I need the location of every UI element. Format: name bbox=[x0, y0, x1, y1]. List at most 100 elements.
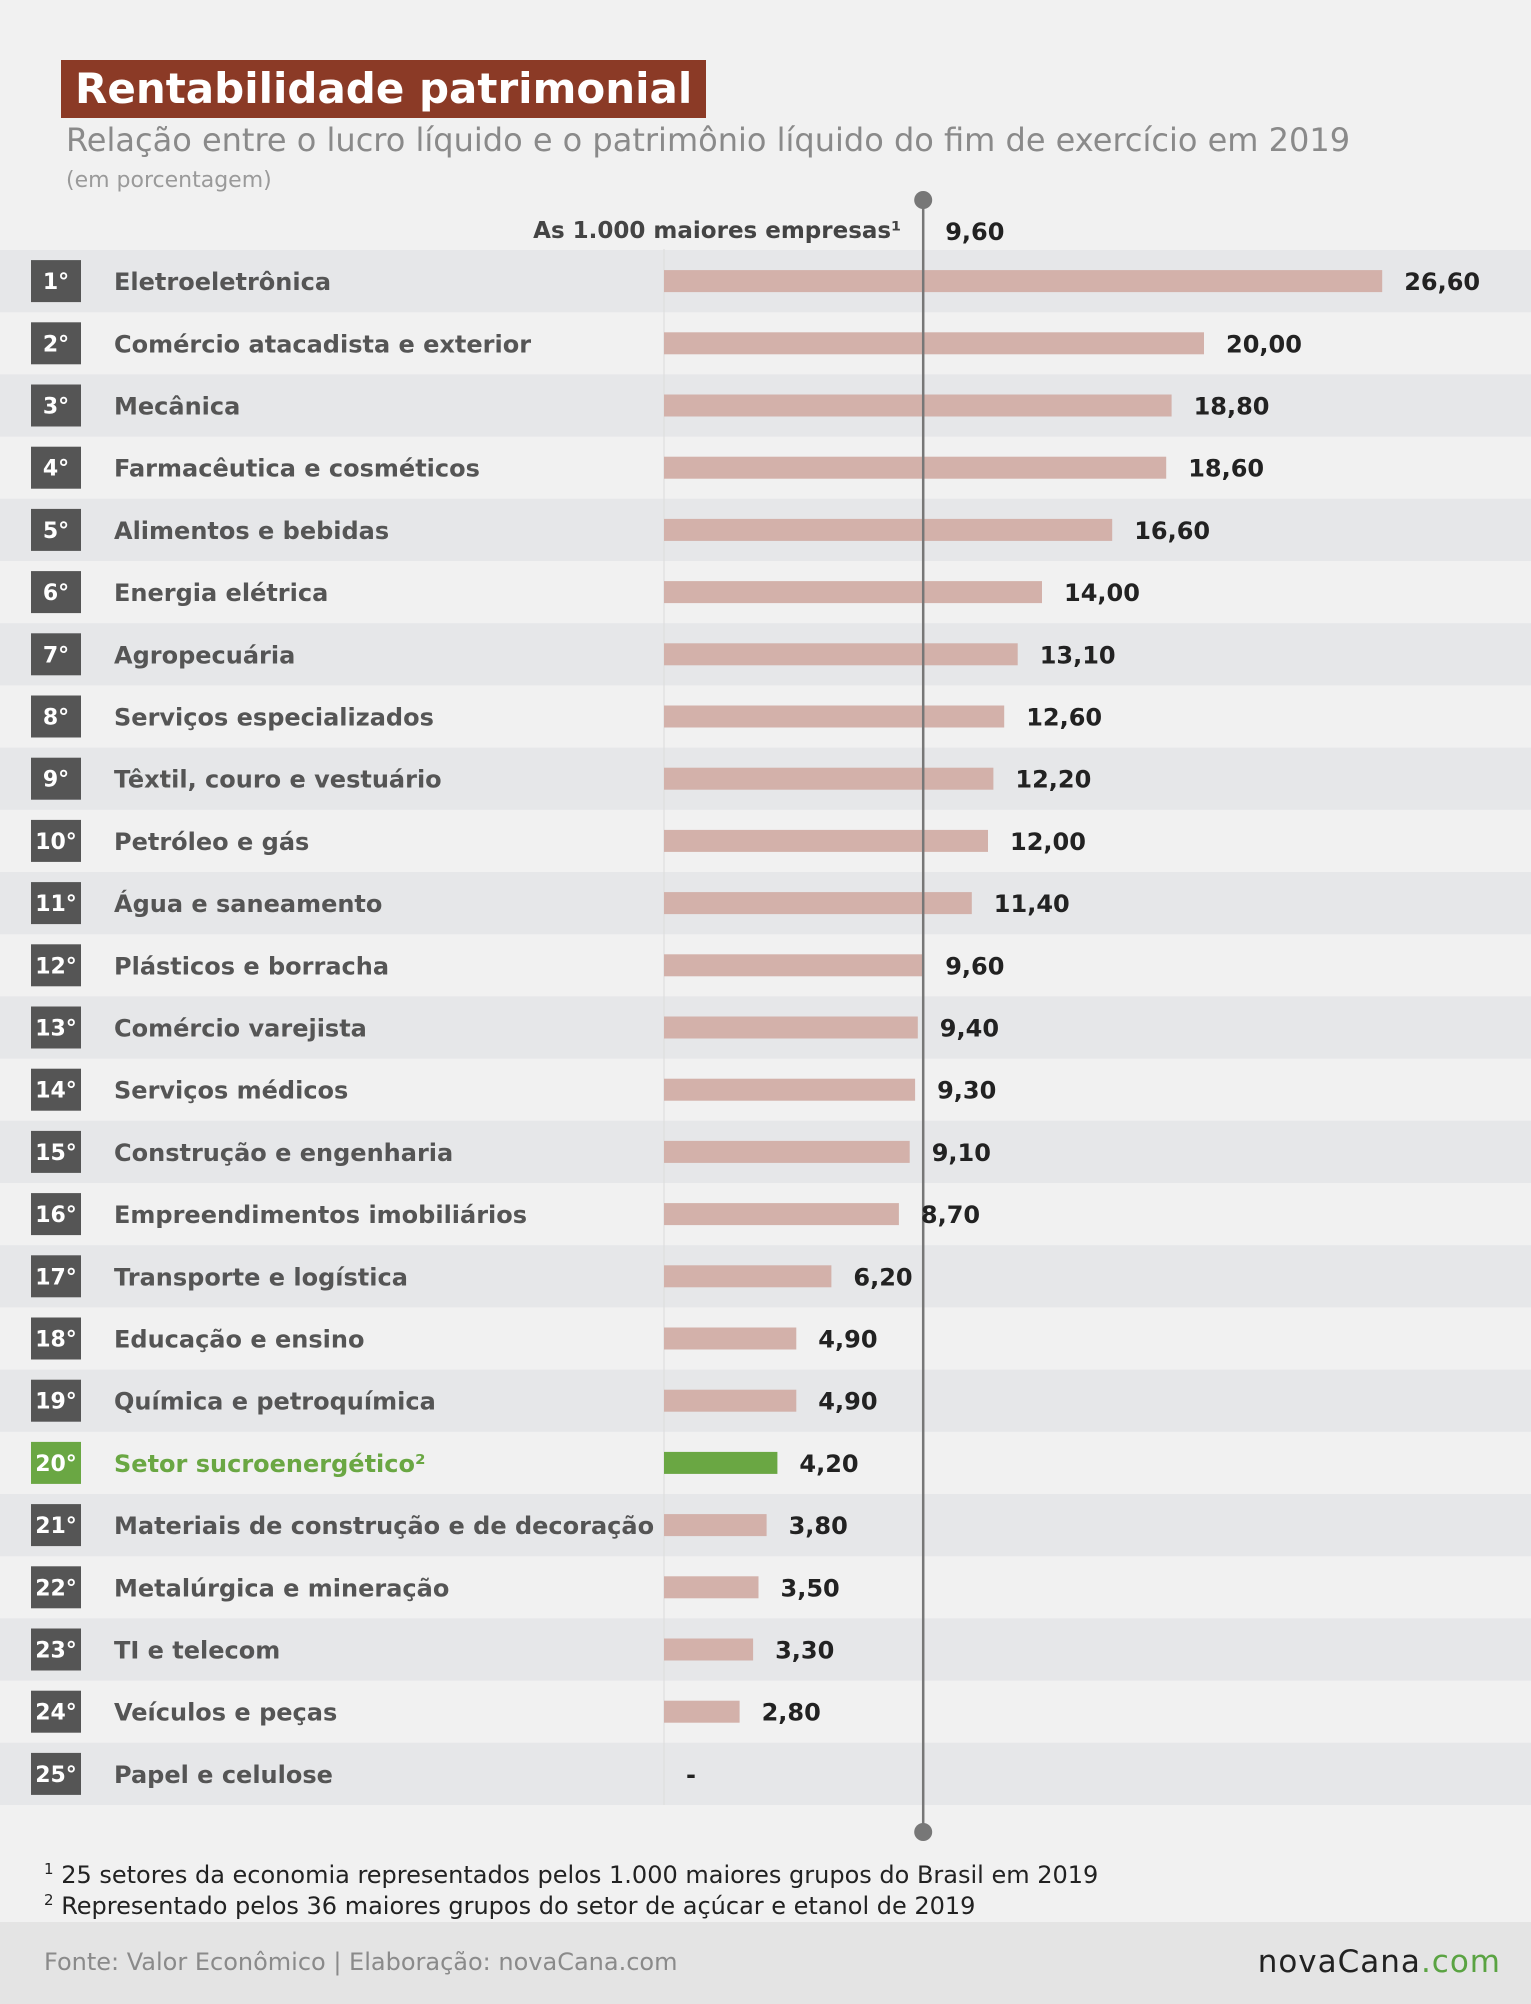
category-label: Eletroeletrônica bbox=[114, 268, 331, 296]
value-label: 3,30 bbox=[775, 1637, 834, 1665]
rank-label: 13° bbox=[35, 1017, 77, 1042]
footnote-2-mark: 2 bbox=[44, 1891, 54, 1909]
labels: 1° Eletroeletrônica 26,60 2° Comércio atacad… bbox=[31, 260, 1480, 1795]
category-label: Têxtil, couro e vestuário bbox=[114, 766, 442, 794]
rank-label: 1° bbox=[43, 270, 69, 295]
value-label: 8,70 bbox=[921, 1201, 980, 1229]
rank-badge bbox=[31, 1006, 81, 1049]
value-label: 20,00 bbox=[1226, 330, 1302, 358]
category-label: Metalúrgica e mineração bbox=[114, 1574, 449, 1602]
rank-badge bbox=[31, 322, 81, 365]
rank-badge bbox=[31, 571, 81, 614]
rank-badge bbox=[31, 1130, 81, 1173]
reference-line-bottom-dot bbox=[914, 1823, 933, 1841]
rank-badge bbox=[31, 446, 81, 489]
rank-badge bbox=[31, 1068, 81, 1111]
rank-badge bbox=[31, 944, 81, 987]
value-label: 4,20 bbox=[799, 1450, 858, 1478]
rank-label: 17° bbox=[35, 1265, 77, 1290]
rank-badge bbox=[31, 1441, 81, 1484]
bar bbox=[664, 829, 988, 852]
rank-label: 12° bbox=[35, 954, 77, 979]
category-label: Comércio atacadista e exterior bbox=[114, 330, 531, 358]
category-label: Petróleo e gás bbox=[114, 828, 309, 856]
source-credit: Fonte: Valor Econômico | Elaboração: nov… bbox=[44, 1948, 678, 1976]
chart-subtitle: Relação entre o lucro líquido e o patrim… bbox=[66, 121, 1351, 159]
value-label: 9,10 bbox=[932, 1139, 991, 1167]
bar bbox=[664, 1016, 918, 1039]
value-label: 13,10 bbox=[1040, 641, 1116, 669]
rank-badge bbox=[31, 1690, 81, 1733]
bar bbox=[664, 892, 972, 915]
value-label: 9,30 bbox=[937, 1077, 996, 1105]
value-label: 4,90 bbox=[818, 1388, 877, 1416]
rank-label: 22° bbox=[35, 1576, 77, 1601]
category-label: Veículos e peças bbox=[114, 1699, 337, 1727]
value-label: 12,00 bbox=[1010, 828, 1086, 856]
bar bbox=[664, 1203, 899, 1226]
category-label: Farmacêutica e cosméticos bbox=[114, 455, 480, 483]
footnote-1-text: 25 setores da economia representados pel… bbox=[61, 1861, 1099, 1889]
category-label: Transporte e logística bbox=[114, 1263, 408, 1291]
bar bbox=[664, 1140, 910, 1163]
footnote-2: 2 Representado pelos 36 maiores grupos d… bbox=[44, 1891, 975, 1920]
rank-label: 14° bbox=[35, 1079, 77, 1104]
rank-label: 15° bbox=[35, 1141, 77, 1166]
rank-badge bbox=[31, 508, 81, 551]
bars bbox=[664, 270, 1383, 1723]
bar bbox=[664, 1265, 832, 1288]
value-label: 14,00 bbox=[1064, 579, 1140, 607]
rank-badge bbox=[31, 819, 81, 862]
value-label: 3,80 bbox=[789, 1512, 848, 1540]
category-label: Plásticos e borracha bbox=[114, 952, 389, 980]
rank-badge bbox=[31, 1317, 81, 1360]
bar bbox=[664, 394, 1172, 417]
reference-line-top-dot bbox=[914, 191, 933, 209]
category-label: Serviços médicos bbox=[114, 1077, 348, 1105]
bar bbox=[664, 581, 1042, 604]
category-label: Materiais de construção e de decoração bbox=[114, 1512, 654, 1540]
rank-label: 16° bbox=[35, 1203, 77, 1228]
footer-band bbox=[0, 1922, 1531, 2004]
rank-label: 10° bbox=[35, 830, 77, 855]
rank-label: 24° bbox=[35, 1701, 77, 1726]
rank-badge bbox=[31, 1628, 81, 1671]
bar bbox=[664, 1078, 916, 1101]
bar bbox=[664, 270, 1383, 293]
category-label: Setor sucroenergético² bbox=[114, 1450, 426, 1478]
reference-line-label: As 1.000 maiores empresas¹ bbox=[533, 218, 901, 244]
rank-label: 2° bbox=[43, 332, 69, 357]
category-label: Empreendimentos imobiliários bbox=[114, 1201, 527, 1229]
rank-label: 23° bbox=[35, 1639, 77, 1664]
value-label: 2,80 bbox=[762, 1699, 821, 1727]
rank-label: 6° bbox=[43, 581, 69, 606]
rank-label: 21° bbox=[35, 1514, 77, 1539]
rank-label: 19° bbox=[35, 1390, 77, 1415]
rank-badge bbox=[31, 1193, 81, 1236]
bar bbox=[664, 1638, 754, 1661]
footnote-1-mark: 1 bbox=[44, 1860, 54, 1878]
bar bbox=[664, 705, 1005, 728]
unit-label: (em porcentagem) bbox=[66, 168, 272, 193]
reference-line-value: 9,60 bbox=[945, 218, 1004, 246]
rank-label: 11° bbox=[35, 892, 77, 917]
rank-label: 4° bbox=[43, 457, 69, 482]
rank-label: 5° bbox=[43, 519, 69, 544]
value-label: 18,60 bbox=[1188, 455, 1264, 483]
rank-label: 9° bbox=[43, 768, 69, 793]
value-label: 18,80 bbox=[1194, 393, 1270, 421]
category-label: TI e telecom bbox=[114, 1637, 280, 1665]
category-label: Alimentos e bebidas bbox=[114, 517, 389, 545]
rank-label: 25° bbox=[35, 1763, 77, 1788]
rank-badge bbox=[31, 1255, 81, 1298]
category-label: Educação e ensino bbox=[114, 1326, 364, 1354]
value-label: 26,60 bbox=[1404, 268, 1480, 296]
rank-badge bbox=[31, 1752, 81, 1795]
value-label: 16,60 bbox=[1134, 517, 1210, 545]
novacana-logo: novaCana.com bbox=[1258, 1944, 1501, 1980]
rank-badge bbox=[31, 633, 81, 676]
value-label: 6,20 bbox=[853, 1263, 912, 1291]
rank-label: 3° bbox=[43, 395, 69, 420]
value-label: 12,20 bbox=[1015, 766, 1091, 794]
rank-badge bbox=[31, 1504, 81, 1547]
